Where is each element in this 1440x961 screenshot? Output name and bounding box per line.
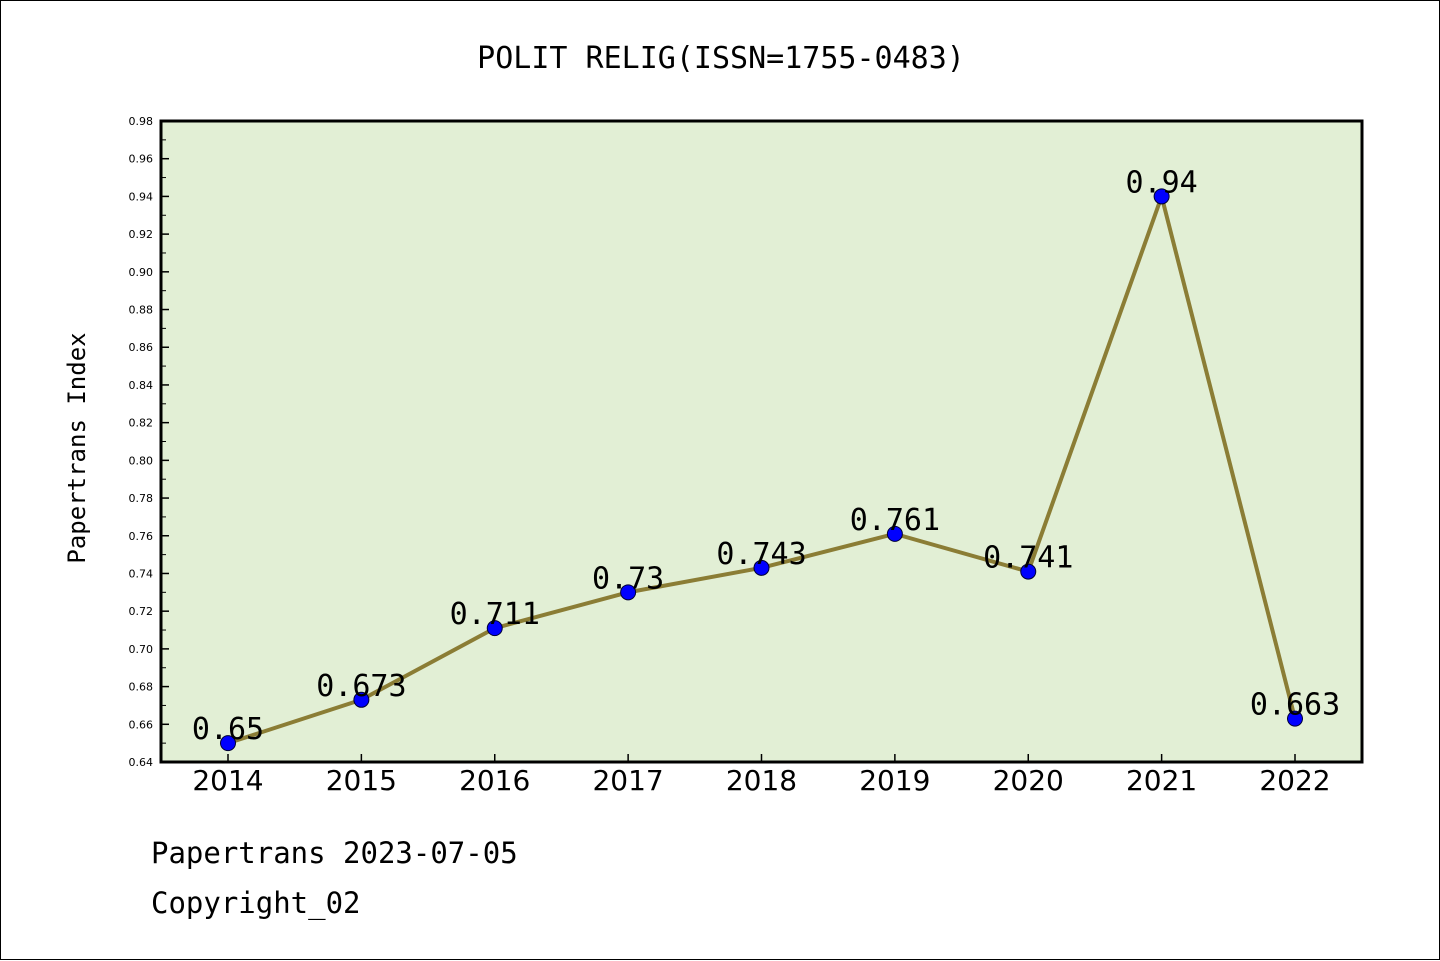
y-tick-label: 0.96 — [129, 153, 154, 166]
y-axis-ticks: 0.64 0.66 0.68 0.70 0.72 0.74 0.76 0.78 0.80 0.82… — [129, 115, 169, 769]
data-point — [220, 735, 236, 752]
data-point — [753, 559, 770, 576]
data-label: 0.94 — [1126, 165, 1198, 200]
y-tick-label: 0.90 — [129, 266, 154, 279]
y-tick-label: 0.92 — [129, 228, 154, 241]
data-point — [1020, 563, 1037, 580]
y-tick-label: 0.94 — [129, 190, 154, 203]
x-axis-ticks: 2014 2015 2016 2017 2018 2019 2020 2021 2022 — [192, 754, 1331, 797]
y-tick-label: 0.78 — [129, 492, 154, 505]
y-tick-label: 0.80 — [129, 454, 154, 467]
data-label: 0.65 — [192, 712, 264, 747]
y-tick-label: 0.74 — [129, 567, 154, 580]
x-tick-label: 2021 — [1126, 764, 1197, 797]
x-tick-label: 2015 — [326, 764, 397, 797]
plot-area — [159, 119, 1364, 764]
y-tick-label: 0.68 — [129, 681, 154, 694]
y-tick-label: 0.84 — [129, 379, 154, 392]
x-tick-label: 2020 — [993, 764, 1064, 797]
data-label: 0.663 — [1250, 688, 1340, 723]
y-tick-label: 0.98 — [129, 115, 154, 128]
x-tick-label: 2018 — [726, 764, 797, 797]
footer-copyright: Copyright_02 — [151, 886, 361, 920]
data-point — [353, 691, 370, 708]
data-label: 0.73 — [592, 561, 664, 596]
data-labels: 0.65 0.673 0.711 0.73 0.743 0.761 0.741 0.94 0.6… — [192, 165, 1340, 747]
y-axis-label: Papertrans Index — [63, 332, 91, 563]
x-tick-label: 2017 — [592, 764, 663, 797]
data-label: 0.743 — [716, 537, 806, 572]
data-label: 0.711 — [450, 597, 540, 632]
y-tick-label: 0.66 — [129, 718, 154, 731]
chart-title: POLIT RELIG(ISSN=1755-0483) — [477, 41, 965, 76]
data-point — [620, 584, 637, 601]
data-label: 0.673 — [316, 669, 406, 704]
x-tick-label: 2019 — [859, 764, 930, 797]
x-tick-label: 2014 — [192, 764, 263, 797]
y-tick-label: 0.72 — [129, 605, 154, 618]
y-tick-label: 0.88 — [129, 304, 154, 317]
x-tick-label: 2022 — [1259, 764, 1330, 797]
data-label: 0.761 — [850, 503, 940, 538]
y-tick-label: 0.64 — [129, 756, 154, 769]
y-tick-label: 0.82 — [129, 417, 154, 430]
y-tick-label: 0.86 — [129, 341, 154, 354]
data-markers — [220, 188, 1303, 752]
data-point — [486, 620, 503, 637]
footer-date: Papertrans 2023-07-05 — [151, 836, 518, 870]
data-point — [1153, 188, 1170, 205]
data-label: 0.741 — [983, 541, 1073, 576]
data-point — [1287, 710, 1303, 727]
y-tick-label: 0.70 — [129, 643, 154, 656]
x-tick-label: 2016 — [459, 764, 530, 797]
y-tick-label: 0.76 — [129, 530, 154, 543]
data-point — [886, 525, 903, 542]
